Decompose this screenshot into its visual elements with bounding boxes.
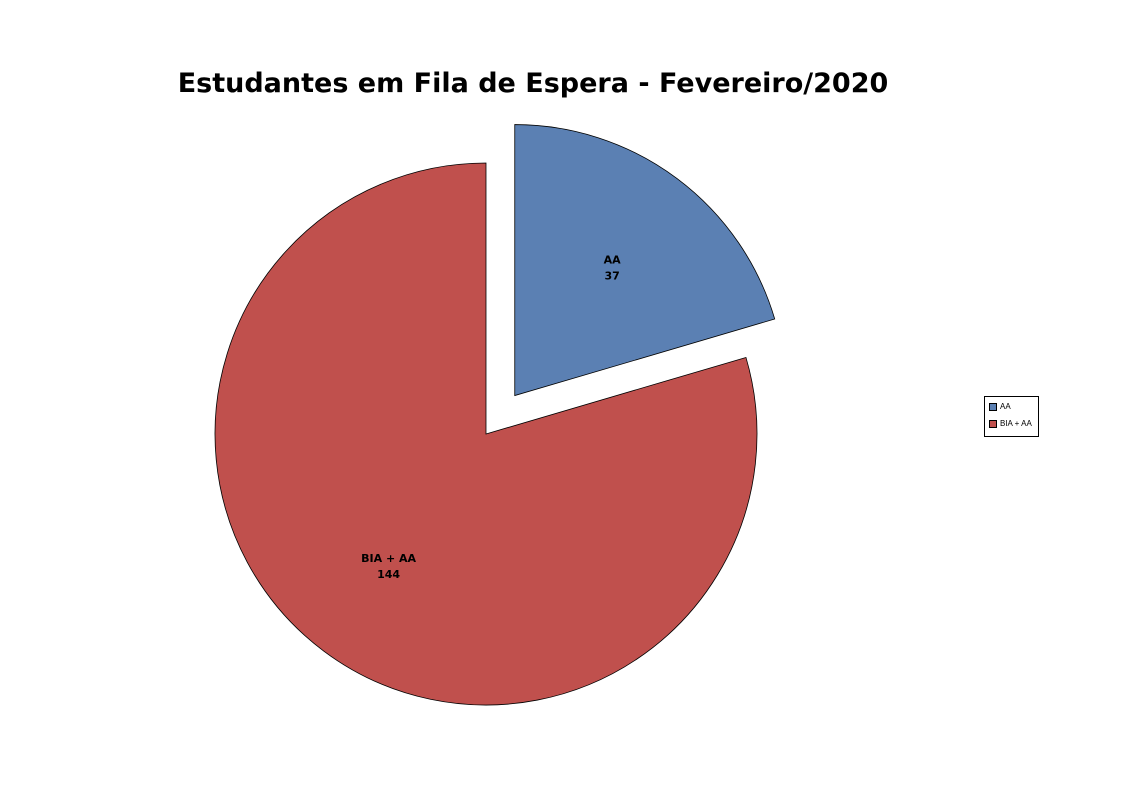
legend-item-aa: AA [989, 402, 1011, 411]
legend-swatch-aa [989, 402, 997, 411]
data-label-value-aa: 37 [604, 269, 619, 282]
data-label-category-bia-aa: BIA + AA [361, 552, 416, 565]
chart-title: Estudantes em Fila de Espera - Fevereiro… [177, 68, 889, 99]
legend-item-bia-aa: BIA + AA [989, 419, 1032, 428]
legend-label-bia-aa: BIA + AA [1000, 419, 1032, 428]
legend-label-aa: AA [1000, 402, 1011, 411]
data-label-category-aa: AA [604, 253, 622, 266]
legend: AA BIA + AA [984, 396, 1039, 437]
pie-slice-bia-aa [214, 162, 758, 706]
pie-slice-aa [514, 124, 776, 397]
data-label-value-bia-aa: 144 [377, 568, 400, 581]
legend-swatch-bia-aa [989, 419, 997, 428]
